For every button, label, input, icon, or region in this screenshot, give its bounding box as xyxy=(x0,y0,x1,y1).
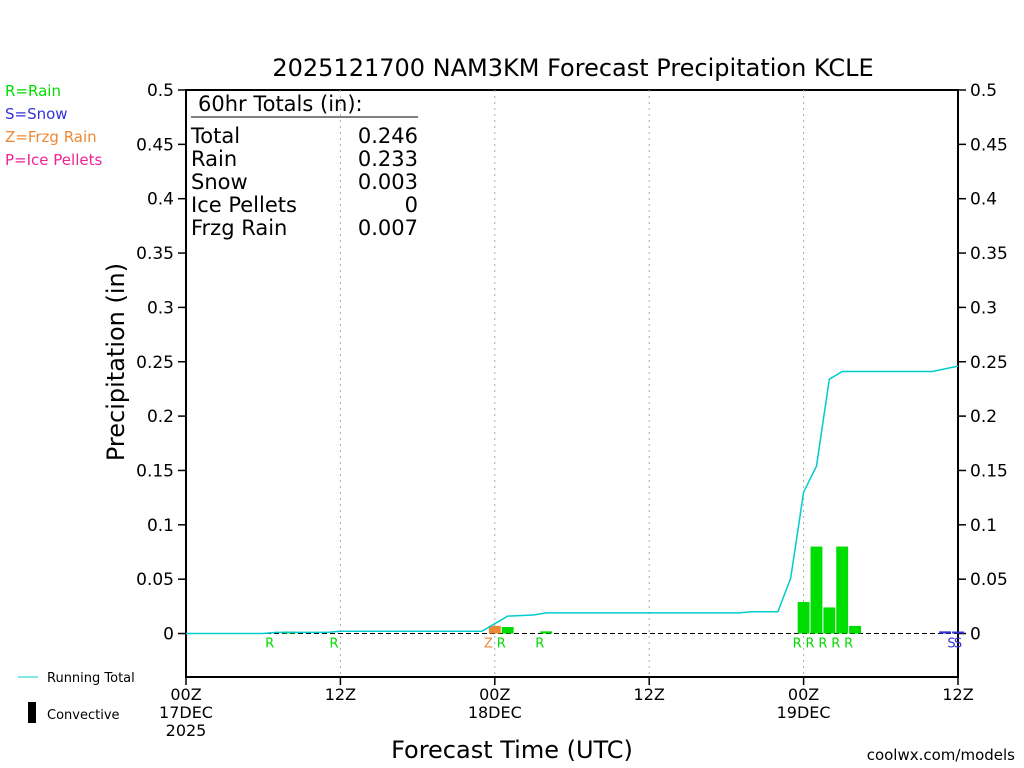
y-tick-label-right: 0.4 xyxy=(970,190,997,210)
plot-border xyxy=(185,89,959,678)
precip-bars xyxy=(283,546,964,634)
y-tick-label-right: 0.25 xyxy=(970,353,1008,373)
running-total-series xyxy=(186,365,959,635)
precip-type-label: R xyxy=(806,637,815,652)
precip-bar xyxy=(849,625,861,634)
precip-type-label: R xyxy=(793,637,802,652)
totals-row-value: 0.233 xyxy=(358,147,418,171)
x-tick-label: 18DEC xyxy=(468,703,522,722)
y-tick-label-right: 0.2 xyxy=(970,407,997,427)
legend-entry: R=Rain xyxy=(5,82,61,100)
precip-type-label: S xyxy=(954,637,962,652)
y-tick-label-right: 0.5 xyxy=(970,81,997,101)
running-total-legend-label: Running Total xyxy=(47,671,135,686)
credit-text: coolwx.com/models xyxy=(867,746,1015,764)
y-tick-label-right: 0.45 xyxy=(970,135,1008,155)
precip-type-label: S xyxy=(947,637,955,652)
precip-type-label: R xyxy=(818,637,827,652)
totals-row-label: Total xyxy=(190,124,240,148)
totals-heading: 60hr Totals (in): xyxy=(198,92,363,116)
x-tick-label: 12Z xyxy=(325,685,356,704)
totals-row-value: 0 xyxy=(405,193,418,217)
precip-type-label: R xyxy=(265,637,274,652)
y-tick-label: 0.1 xyxy=(147,516,174,536)
y-tick-label: 0.35 xyxy=(136,244,174,264)
y-tick-label: 0.25 xyxy=(136,353,174,373)
precip-bar xyxy=(939,631,952,634)
precip-bar xyxy=(823,607,836,634)
y-axis-label: Precipitation (in) xyxy=(102,263,130,461)
x-tick-label: 2025 xyxy=(166,721,207,740)
y-tick-label: 0.5 xyxy=(147,81,174,101)
totals-row-label: Frzg Rain xyxy=(191,216,287,240)
y-axis-right: 0.5 0.45 0.4 0.35 0.3 0.25 0.2 0.15 0.1 0.05 0 xyxy=(958,81,1008,645)
y-tick-label: 0 xyxy=(163,625,174,645)
precip-type-label: R xyxy=(497,637,506,652)
y-tick-label-right: 0.35 xyxy=(970,244,1008,264)
x-tick-label: 00Z xyxy=(788,685,819,704)
precip-type-label: R xyxy=(844,637,853,652)
convective-legend-swatch xyxy=(28,702,36,723)
precip-type-label: Z xyxy=(484,637,493,652)
convective-legend-label: Convective xyxy=(47,708,120,723)
legend-entry: Z=Frzg Rain xyxy=(5,128,97,146)
precip-bar xyxy=(810,546,823,634)
y-tick-label-right: 0.3 xyxy=(970,298,997,318)
bottom-legend: Running Total Convective xyxy=(18,671,135,723)
x-tick-label: 19DEC xyxy=(777,703,831,722)
legend-entry: S=Snow xyxy=(5,105,68,123)
y-tick-label-right: 0 xyxy=(970,625,981,645)
precip-type-legend: R=Rain S=Snow Z=Frzg Rain P=Ice Pellets xyxy=(5,82,102,169)
running-total-line xyxy=(186,365,959,635)
totals-box: 60hr Totals (in): Total 0.246 Rain 0.233 Snow… xyxy=(190,92,418,240)
totals-row-value: 0.246 xyxy=(358,124,418,148)
y-axis-left: 0.5 0.45 0.4 0.35 0.3 0.25 0.2 0.15 0.1 0.05 0 xyxy=(136,81,186,645)
chart-title: 2025121700 NAM3KM Forecast Precipitation… xyxy=(272,54,873,82)
totals-row-label: Snow xyxy=(191,170,248,194)
precip-bar xyxy=(797,601,810,634)
plot-frame xyxy=(185,89,959,678)
totals-row-value: 0.007 xyxy=(358,216,418,240)
precip-bar xyxy=(501,626,514,634)
precip-type-label: R xyxy=(329,637,338,652)
y-tick-label: 0.2 xyxy=(147,407,174,427)
y-tick-label-right: 0.05 xyxy=(970,570,1008,590)
totals-row-label: Rain xyxy=(191,147,237,171)
totals-row-value: 0.003 xyxy=(358,170,418,194)
x-tick-label: 00Z xyxy=(170,685,201,704)
precip-bar xyxy=(836,546,849,634)
x-tick-label: 17DEC xyxy=(159,703,213,722)
y-tick-label-right: 0.15 xyxy=(970,461,1008,481)
totals-row-label: Ice Pellets xyxy=(191,193,297,217)
x-tick-label: 12Z xyxy=(634,685,665,704)
x-tick-label: 00Z xyxy=(479,685,510,704)
y-tick-label: 0.05 xyxy=(136,570,174,590)
precip-bar xyxy=(952,631,964,634)
precip-type-label: R xyxy=(831,637,840,652)
y-tick-label: 0.3 xyxy=(147,298,174,318)
legend-entry: P=Ice Pellets xyxy=(5,151,102,169)
y-tick-label: 0.4 xyxy=(147,190,174,210)
precip-type-labels: R R Z R R R R R R R SS xyxy=(265,637,962,652)
precip-bar xyxy=(488,625,501,634)
y-tick-label: 0.15 xyxy=(136,461,174,481)
y-tick-label-right: 0.1 xyxy=(970,516,997,536)
precip-type-label: R xyxy=(535,637,544,652)
x-tick-label: 12Z xyxy=(942,685,973,704)
y-tick-label: 0.45 xyxy=(136,135,174,155)
precip-bar xyxy=(540,631,553,634)
x-axis-label: Forecast Time (UTC) xyxy=(391,736,633,764)
